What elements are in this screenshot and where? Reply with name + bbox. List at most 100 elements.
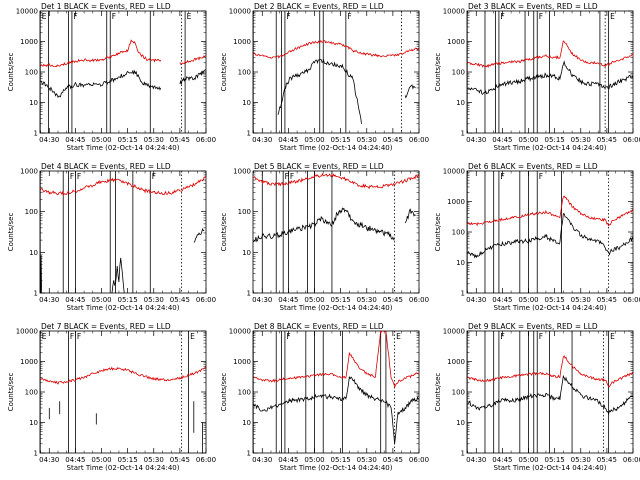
y-tick-label: 1 xyxy=(34,130,38,138)
y-tick-label: 10 xyxy=(242,249,251,257)
y-tick-label: 1000 xyxy=(20,168,38,176)
x-tick-label: 06:00 xyxy=(409,136,429,144)
series-group xyxy=(253,39,419,124)
x-tick-label: 05:30 xyxy=(144,296,164,304)
panel-det-5: Det 5 BLACK = Events, RED = LLD 1 10 100 100… xyxy=(220,162,429,312)
plot-frame xyxy=(39,170,207,294)
lld-series-line xyxy=(467,355,633,388)
events-series-line xyxy=(40,255,42,293)
x-tick-label: 05:15 xyxy=(545,136,565,144)
y-tick-label: 10000 xyxy=(16,8,38,16)
y-axis-title: Counts/sec xyxy=(434,373,442,412)
x-tick-label: 04:30 xyxy=(39,296,59,304)
time-marker-label: F xyxy=(290,172,294,181)
x-tick-label: 04:45 xyxy=(65,296,85,304)
y-tick-label: 100 xyxy=(452,389,465,397)
events-series-line xyxy=(179,69,206,85)
lld-series-line xyxy=(467,195,633,227)
y-tick-label: 1000 xyxy=(447,198,465,206)
y-tick-label: 10000 xyxy=(443,328,465,336)
x-tick-label: 05:30 xyxy=(144,456,164,464)
panel-title: Det 7 BLACK = Events, RED = LLD xyxy=(41,322,171,331)
x-tick-label: 06:00 xyxy=(623,136,640,144)
time-marker-label: F xyxy=(500,332,504,341)
x-tick-label: 05:15 xyxy=(545,456,565,464)
x-axis-title: Start Time (02-Oct-14 04:24:40) xyxy=(67,144,180,152)
time-marker-label: E xyxy=(42,12,47,21)
time-marker-label: F xyxy=(285,172,289,181)
time-marker-label: F xyxy=(539,332,543,341)
x-tick-label: 04:45 xyxy=(65,456,85,464)
lld-series-line xyxy=(40,176,206,196)
panel-title: Det 1 BLACK = Events, RED = LLD xyxy=(41,2,171,11)
plot-frame xyxy=(466,170,634,294)
panel-title: Det 3 BLACK = Events, RED = LLD xyxy=(468,2,598,11)
time-marker-label: E xyxy=(396,332,401,341)
x-axis-title: Start Time (02-Oct-14 04:24:40) xyxy=(494,304,607,312)
time-marker-label: E xyxy=(190,332,195,341)
x-tick-label: 05:15 xyxy=(331,296,351,304)
events-series-line xyxy=(467,213,633,259)
y-tick-label: 1 xyxy=(247,450,251,458)
lld-series-line xyxy=(467,40,633,68)
x-tick-label: 06:00 xyxy=(196,136,216,144)
y-tick-label: 10000 xyxy=(229,328,251,336)
series-group xyxy=(467,355,633,416)
y-tick-label: 1000 xyxy=(233,168,251,176)
panel-title: Det 2 BLACK = Events, RED = LLD xyxy=(254,2,384,11)
panel-det-1: Det 1 BLACK = Events, RED = LLD 1 10 100 100… xyxy=(7,2,216,152)
y-tick-label: 1 xyxy=(461,130,465,138)
lld-series-line xyxy=(253,172,419,190)
x-tick-label: 05:45 xyxy=(170,136,190,144)
x-tick-label: 04:45 xyxy=(278,456,298,464)
events-series-line xyxy=(253,375,419,445)
x-tick-label: 05:45 xyxy=(383,296,403,304)
series-group xyxy=(467,40,633,95)
x-tick-label: 04:45 xyxy=(278,136,298,144)
y-tick-label: 10000 xyxy=(443,168,465,176)
x-tick-label: 06:00 xyxy=(196,296,216,304)
events-series-line xyxy=(467,374,633,416)
x-tick-label: 05:30 xyxy=(357,136,377,144)
y-tick-label: 10 xyxy=(29,99,38,107)
y-tick-label: 1 xyxy=(461,450,465,458)
time-marker-label: F xyxy=(77,172,81,181)
y-tick-label: 100 xyxy=(25,389,38,397)
x-tick-label: 05:15 xyxy=(118,296,138,304)
time-marker-label: F xyxy=(347,12,351,21)
y-tick-label: 100 xyxy=(238,389,251,397)
x-tick-label: 05:00 xyxy=(91,136,111,144)
y-tick-label: 10 xyxy=(456,259,465,267)
time-marker-label: F xyxy=(70,172,74,181)
x-tick-label: 06:00 xyxy=(196,456,216,464)
y-tick-label: 100 xyxy=(452,69,465,77)
y-tick-label: 10000 xyxy=(229,8,251,16)
panel-title: Det 5 BLACK = Events, RED = LLD xyxy=(254,162,384,171)
x-tick-label: 05:00 xyxy=(518,456,538,464)
x-tick-label: 06:00 xyxy=(409,296,429,304)
x-axis-title: Start Time (02-Oct-14 04:24:40) xyxy=(280,304,393,312)
events-series-line xyxy=(277,58,362,124)
x-tick-label: 06:00 xyxy=(623,456,640,464)
x-tick-label: 05:00 xyxy=(518,136,538,144)
x-tick-label: 05:00 xyxy=(91,456,111,464)
time-marker-label: F xyxy=(77,332,81,341)
x-axis-title: Start Time (02-Oct-14 04:24:40) xyxy=(280,144,393,152)
time-marker-label: E xyxy=(610,332,615,341)
x-tick-label: 05:15 xyxy=(118,136,138,144)
y-tick-label: 1000 xyxy=(233,358,251,366)
panel-det-8: Det 8 BLACK = Events, RED = LLD 1 10 100 100… xyxy=(220,322,429,472)
series-group xyxy=(40,39,206,99)
x-tick-label: 04:30 xyxy=(39,136,59,144)
time-marker-label: F xyxy=(500,12,504,21)
series-group xyxy=(253,172,419,243)
x-tick-label: 06:00 xyxy=(409,456,429,464)
x-axis-title: Start Time (02-Oct-14 04:24:40) xyxy=(494,144,607,152)
time-marker-label: F xyxy=(73,12,77,21)
panel-det-4: Det 4 BLACK = Events, RED = LLD 1 10 100 100… xyxy=(7,162,216,312)
x-axis-title: Start Time (02-Oct-14 04:24:40) xyxy=(494,464,607,472)
panel-title: Det 6 BLACK = Events, RED = LLD xyxy=(468,162,598,171)
y-tick-label: 10 xyxy=(242,419,251,427)
y-tick-label: 10000 xyxy=(443,8,465,16)
time-marker-label: E xyxy=(42,332,47,341)
